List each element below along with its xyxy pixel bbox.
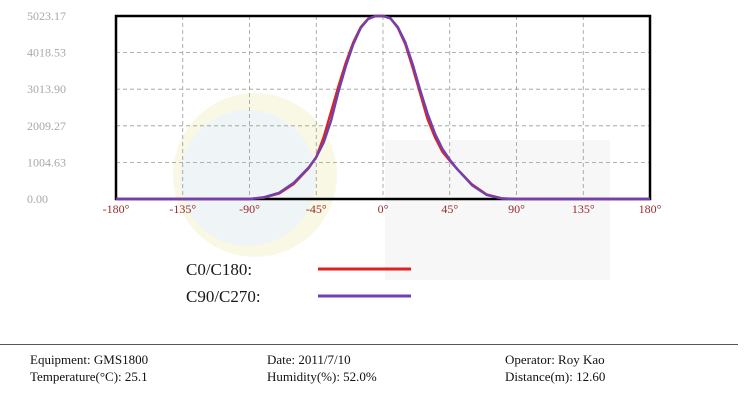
info-footer: Equipment: GMS1800 Temperature(°C): 25.1…: [0, 344, 738, 384]
temperature-label: Temperature(°C): 25.1: [30, 369, 148, 384]
x-tick-label: -180°: [103, 202, 130, 216]
y-tick-label: 3013.90: [27, 82, 66, 96]
date-label: Date: 2011/7/10: [267, 352, 351, 367]
x-tick-label: -45°: [306, 202, 327, 216]
series-line-1: [116, 14, 650, 201]
x-tick-label: 135°: [572, 202, 595, 216]
chart: 0.001004.632009.273013.904018.535023.17 …: [27, 9, 662, 306]
y-tick-label: 2009.27: [27, 119, 66, 133]
y-tick-label: 1004.63: [27, 155, 66, 169]
y-tick-label: 5023.17: [27, 9, 66, 23]
operator-label: Operator: Roy Kao: [505, 352, 605, 367]
grid-lines: [116, 16, 650, 199]
equipment-label: Equipment: GMS1800: [30, 352, 149, 367]
humidity-label: Humidity(%): 52.0%: [267, 369, 377, 384]
x-tick-label: 90°: [508, 202, 525, 216]
legend-label-0: C0/C180:: [186, 260, 252, 279]
x-tick-label: 180°: [639, 202, 662, 216]
x-axis-ticks: -180° -135° -90° -45° 0° 45° 90° 135° 180°: [103, 202, 662, 216]
watermark-logo: [173, 93, 610, 280]
x-tick-label: 0°: [378, 202, 389, 216]
legend: C0/C180: C90/C270:: [186, 260, 411, 306]
x-tick-label: -90°: [239, 202, 260, 216]
x-tick-label: -135°: [169, 202, 196, 216]
x-tick-label: 45°: [441, 202, 458, 216]
distance-label: Distance(m): 12.60: [505, 369, 606, 384]
series-lines: [116, 14, 650, 201]
legend-label-1: C90/C270:: [186, 287, 261, 306]
y-axis-ticks: 0.00 1004.63 2009.27 3013.90 4018.53 5023.17: [27, 9, 66, 206]
y-tick-label: 0.00: [27, 192, 48, 206]
y-tick-label: 4018.53: [27, 46, 66, 60]
